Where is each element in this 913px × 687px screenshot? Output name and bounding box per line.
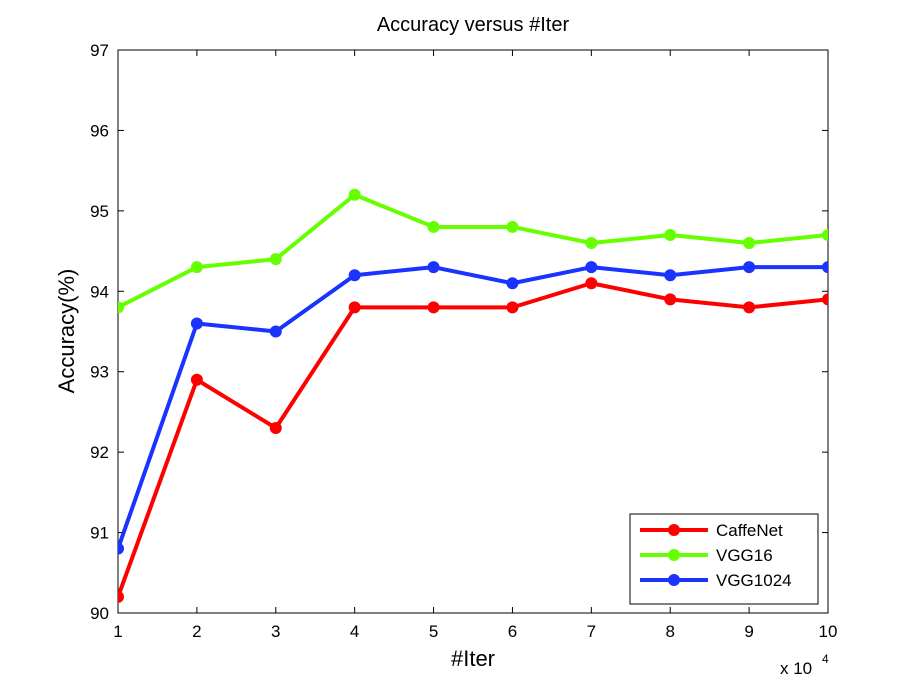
y-tick-label: 95: [90, 202, 109, 221]
y-tick-label: 90: [90, 604, 109, 623]
y-tick-label: 96: [90, 121, 109, 140]
data-point-caffenet: [664, 293, 677, 306]
x-tick-label: 4: [350, 622, 359, 641]
data-point-vgg1024: [190, 317, 203, 330]
legend-label: CaffeNet: [716, 521, 783, 540]
x-tick-label: 1: [113, 622, 122, 641]
legend: CaffeNet VGG16 VGG1024: [629, 513, 819, 605]
series-caffenet: [118, 277, 828, 603]
data-point-vgg16: [269, 253, 282, 266]
x-tick-label: 5: [429, 622, 438, 641]
data-point-caffenet: [118, 590, 124, 603]
x-axis-ticks: 1 2 3 4 5 6 7 8 9 10: [113, 50, 837, 641]
y-tick-label: 93: [90, 363, 109, 382]
data-point-vgg1024: [348, 269, 361, 282]
data-point-caffenet: [585, 277, 598, 290]
x-tick-label: 9: [744, 622, 753, 641]
x-axis-multiplier: x 10 4: [780, 652, 829, 678]
data-point-vgg16: [348, 188, 361, 201]
x-tick-label: 10: [819, 622, 838, 641]
data-point-caffenet: [427, 301, 440, 314]
data-point-caffenet: [348, 301, 361, 314]
y-tick-label: 97: [90, 41, 109, 60]
x-tick-label: 7: [587, 622, 596, 641]
data-point-caffenet: [190, 373, 203, 386]
data-point-vgg1024: [822, 261, 828, 274]
series-layer: [118, 188, 828, 603]
data-point-vgg16: [822, 228, 828, 241]
data-point-vgg16: [506, 220, 519, 233]
legend-swatch-marker: [668, 574, 680, 586]
series-line-vgg1024: [118, 265, 828, 550]
data-point-vgg1024: [743, 261, 756, 274]
data-point-vgg1024: [664, 269, 677, 282]
data-point-vgg1024: [118, 542, 124, 555]
data-point-caffenet: [822, 293, 828, 306]
legend-item-vgg1024: VGG1024: [640, 571, 792, 590]
series-vgg1024: [118, 261, 828, 555]
legend-swatch-marker: [668, 524, 680, 536]
data-point-caffenet: [506, 301, 519, 314]
data-point-vgg1024: [269, 325, 282, 338]
legend-item-vgg16: VGG16: [640, 546, 773, 565]
data-point-vgg16: [664, 228, 677, 241]
x-multiplier-label: x 10: [780, 659, 812, 678]
y-axis-ticks: 90 91 92 93 94 95 96 97: [90, 41, 828, 623]
data-point-vgg16: [743, 237, 756, 250]
x-tick-label: 2: [192, 622, 201, 641]
data-point-vgg16: [585, 237, 598, 250]
series-line-caffenet: [118, 281, 828, 598]
legend-item-caffenet: CaffeNet: [640, 521, 783, 540]
data-point-vgg1024: [427, 261, 440, 274]
y-tick-label: 92: [90, 443, 109, 462]
data-point-caffenet: [269, 422, 282, 435]
legend-label: VGG1024: [716, 571, 792, 590]
legend-swatch-marker: [668, 549, 680, 561]
data-point-vgg1024: [506, 277, 519, 290]
x-tick-label: 6: [508, 622, 517, 641]
y-tick-label: 94: [90, 282, 109, 301]
chart-title: Accuracy versus #Iter: [377, 14, 570, 36]
data-point-vgg1024: [585, 261, 598, 274]
data-point-vgg16: [190, 261, 203, 274]
legend-label: VGG16: [716, 546, 773, 565]
y-axis-label: Accuracy(%): [54, 269, 79, 394]
x-multiplier-exponent: 4: [822, 652, 829, 666]
x-tick-label: 8: [665, 622, 674, 641]
data-point-vgg16: [427, 220, 440, 233]
series-line-vgg16: [118, 192, 828, 310]
series-vgg16: [118, 188, 828, 314]
data-point-vgg16: [118, 301, 124, 314]
x-tick-label: 3: [271, 622, 280, 641]
data-point-caffenet: [743, 301, 756, 314]
y-tick-label: 91: [90, 524, 109, 543]
legend-items: CaffeNet VGG16 VGG1024: [640, 521, 792, 590]
x-axis-label: #Iter: [451, 646, 495, 671]
